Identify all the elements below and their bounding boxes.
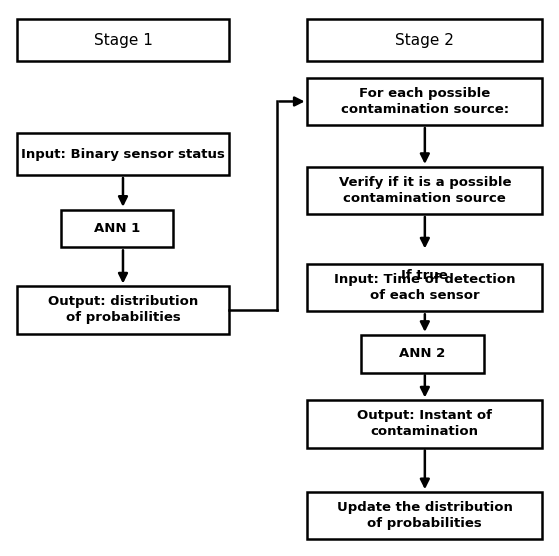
FancyBboxPatch shape: [17, 133, 229, 175]
FancyBboxPatch shape: [61, 210, 173, 247]
Text: ANN 1: ANN 1: [94, 222, 140, 235]
FancyBboxPatch shape: [307, 167, 542, 214]
FancyBboxPatch shape: [361, 335, 484, 373]
FancyBboxPatch shape: [307, 19, 542, 61]
Text: ANN 2: ANN 2: [399, 347, 445, 360]
FancyBboxPatch shape: [17, 19, 229, 61]
Text: Input: Time of detection
of each sensor: Input: Time of detection of each sensor: [334, 273, 515, 302]
FancyBboxPatch shape: [307, 400, 542, 448]
Text: For each possible
contamination source:: For each possible contamination source:: [341, 87, 509, 116]
Text: Stage 2: Stage 2: [395, 33, 454, 48]
Text: If true: If true: [401, 269, 448, 282]
FancyBboxPatch shape: [307, 78, 542, 125]
Text: Update the distribution
of probabilities: Update the distribution of probabilities: [337, 501, 513, 530]
Text: Output: Instant of
contamination: Output: Instant of contamination: [357, 409, 492, 439]
FancyBboxPatch shape: [17, 286, 229, 334]
FancyBboxPatch shape: [307, 264, 542, 311]
FancyBboxPatch shape: [307, 492, 542, 539]
Text: Output: distribution
of probabilities: Output: distribution of probabilities: [48, 295, 198, 325]
Text: Stage 1: Stage 1: [93, 33, 153, 48]
Text: Verify if it is a possible
contamination source: Verify if it is a possible contamination…: [339, 176, 511, 205]
Text: Input: Binary sensor status: Input: Binary sensor status: [21, 148, 225, 161]
